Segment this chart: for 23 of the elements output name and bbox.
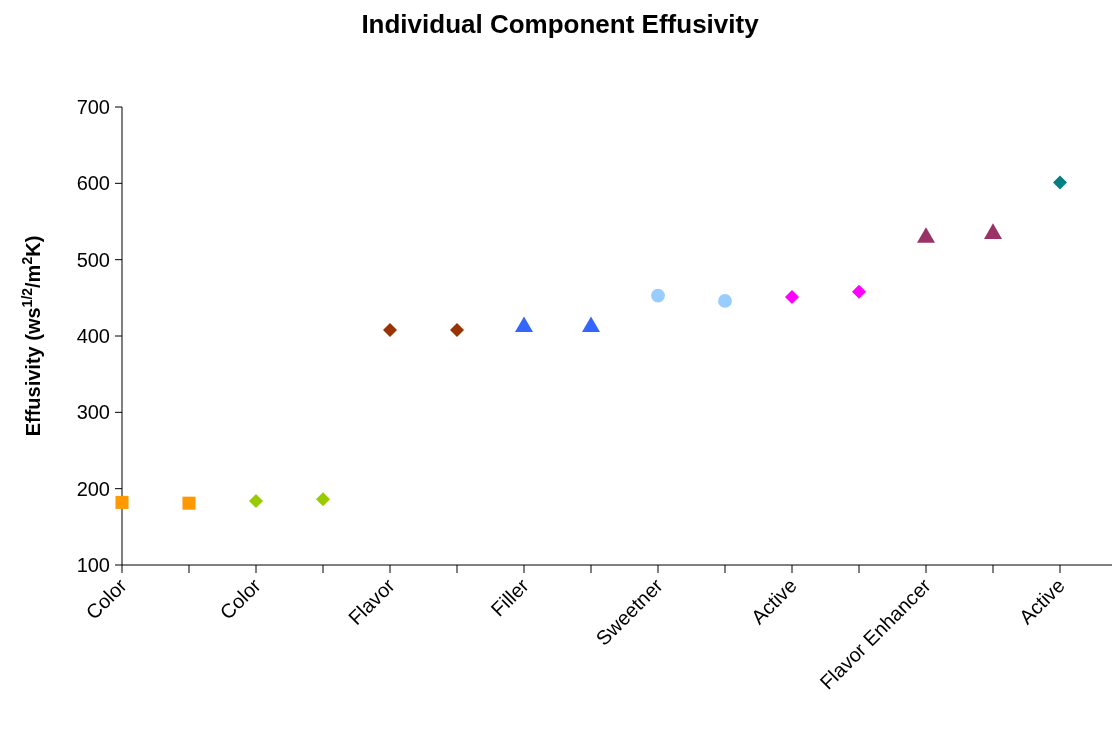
- y-tick-label: 500: [76, 248, 110, 271]
- point: [785, 290, 799, 305]
- point: [515, 316, 533, 333]
- point: [917, 227, 935, 243]
- point: [582, 316, 600, 333]
- y-tick-label: 400: [76, 325, 110, 347]
- point: [115, 495, 129, 509]
- point: [383, 322, 397, 337]
- point: [718, 293, 732, 308]
- point: [1053, 175, 1067, 190]
- point: [316, 492, 330, 507]
- y-tick-label: 600: [76, 172, 110, 195]
- y-tick-label: 100: [76, 554, 110, 576]
- point: [182, 496, 196, 510]
- y-tick-label: 300: [76, 401, 110, 424]
- point: [852, 284, 866, 299]
- y-tick-label: 700: [76, 96, 110, 118]
- point: [450, 322, 464, 337]
- point: [984, 223, 1002, 239]
- point: [651, 288, 665, 303]
- chart-title: Individual Component Effusivity: [361, 9, 760, 39]
- point: [249, 493, 263, 508]
- y-tick-label: 200: [76, 477, 110, 500]
